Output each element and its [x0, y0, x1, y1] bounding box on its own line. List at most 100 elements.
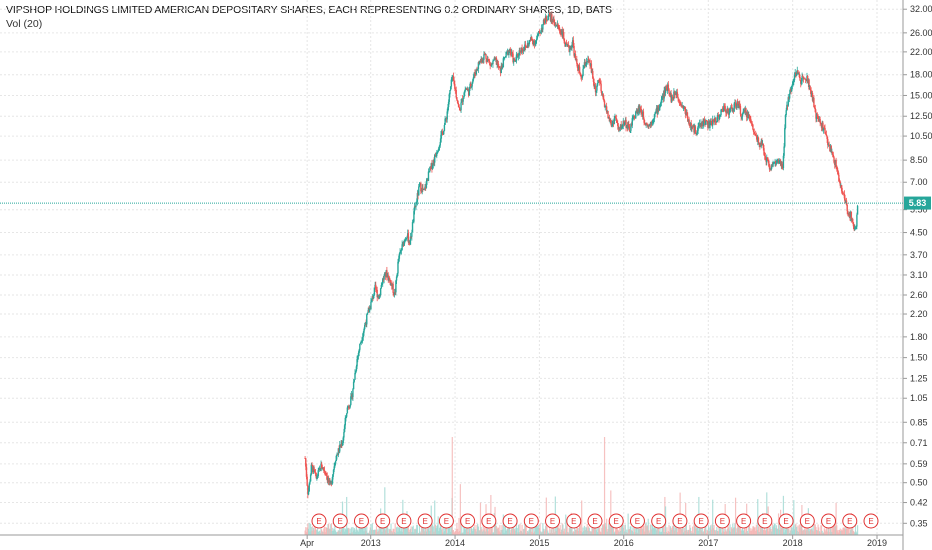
volume-bar	[411, 526, 414, 535]
volume-bar	[562, 524, 564, 535]
volume-bar	[773, 525, 775, 535]
volume-bar	[593, 526, 595, 535]
volume-bar	[434, 500, 436, 535]
volume-bar	[581, 500, 583, 535]
price-candle-body	[473, 72, 475, 77]
price-candle-body	[650, 122, 652, 125]
volume-bar	[771, 523, 773, 535]
volume-bar	[635, 524, 638, 535]
volume-bar	[548, 532, 550, 535]
volume-bar	[617, 529, 619, 535]
volume-bar	[353, 530, 355, 535]
volume-bar	[837, 532, 839, 535]
volume-bar	[769, 526, 771, 535]
time-tick-label: Apr	[300, 538, 314, 548]
volume-bar	[390, 523, 392, 535]
volume-bar	[307, 528, 310, 535]
volume-bar	[357, 531, 360, 535]
price-candle-body	[443, 124, 446, 131]
price-candle-body	[806, 76, 809, 83]
volume-bar	[550, 529, 552, 535]
price-candle-body	[539, 33, 541, 34]
volume-bar	[669, 531, 671, 535]
volume-bar	[814, 524, 816, 535]
price-candle-body	[702, 118, 705, 126]
price-candle-body	[580, 75, 582, 77]
volume-bar	[683, 527, 685, 535]
price-candle-body	[623, 122, 626, 125]
volume-bar	[738, 523, 740, 535]
volume-bar	[388, 528, 390, 535]
volume-bar	[760, 525, 762, 535]
volume-bar	[718, 523, 720, 535]
earnings-marker-circle	[481, 513, 497, 529]
volume-bar	[747, 532, 749, 535]
price-candle-body	[462, 98, 464, 102]
volume-bar	[524, 523, 526, 535]
volume-bar	[618, 531, 620, 535]
volume-bar	[807, 524, 809, 535]
volume-bar	[486, 525, 489, 535]
volume-bar	[590, 531, 592, 535]
price-candle-body	[388, 277, 391, 280]
volume-bar	[414, 529, 416, 535]
price-candle-body	[739, 105, 742, 115]
price-candle-body	[549, 12, 551, 16]
price-candle-body	[429, 166, 431, 172]
volume-bar	[728, 527, 730, 535]
price-candle-body	[625, 119, 627, 128]
volume-bar	[533, 525, 535, 535]
earnings-marker-label: E	[826, 517, 831, 526]
price-candle-body	[553, 18, 555, 23]
volume-bar	[310, 523, 312, 535]
volume-bar	[373, 529, 376, 535]
volume-bar	[692, 526, 694, 535]
volume-bar	[447, 523, 450, 535]
price-candle-body	[738, 103, 740, 108]
volume-bar	[359, 525, 361, 535]
price-candle-body	[642, 111, 645, 119]
price-candle-body	[470, 86, 473, 88]
price-candle-body	[660, 102, 662, 106]
volume-bar	[496, 528, 498, 535]
volume-bar	[348, 532, 351, 535]
volume-bar	[427, 528, 430, 535]
price-candle-body	[557, 24, 559, 28]
volume-bar	[539, 523, 541, 535]
volume-bar	[515, 527, 517, 535]
volume-bar	[428, 524, 430, 535]
price-candle-body	[489, 62, 491, 66]
volume-bar	[391, 532, 394, 535]
volume-bar	[519, 523, 521, 535]
volume-bar	[791, 530, 794, 535]
volume-bar	[750, 530, 753, 535]
volume-bar	[675, 527, 677, 535]
volume-bar	[768, 527, 771, 535]
volume-bar	[696, 523, 698, 535]
price-candle-body	[448, 94, 450, 102]
earnings-marker-label: E	[444, 517, 449, 526]
price-candle-body	[628, 126, 631, 132]
price-candle-body	[518, 50, 520, 56]
time-tick-label: 2015	[529, 538, 549, 548]
price-candle-body	[759, 142, 761, 147]
volume-bar	[670, 527, 672, 535]
volume-bar	[663, 532, 665, 535]
volume-bar	[754, 527, 756, 535]
price-candle-body	[750, 118, 752, 123]
price-candle-body	[854, 227, 857, 229]
price-candle-body	[745, 108, 747, 113]
price-candle-body	[380, 285, 383, 289]
volume-bar	[682, 532, 685, 535]
volume-bar	[601, 527, 603, 535]
price-candle-body	[321, 463, 323, 469]
price-candle-body	[815, 114, 818, 119]
price-candle-body	[349, 404, 351, 408]
price-candle-body	[621, 124, 624, 127]
volume-bar	[402, 526, 405, 535]
volume-bar	[468, 525, 470, 535]
volume-bar	[766, 492, 768, 535]
volume-bar	[734, 523, 736, 535]
price-candle-body	[370, 299, 373, 302]
